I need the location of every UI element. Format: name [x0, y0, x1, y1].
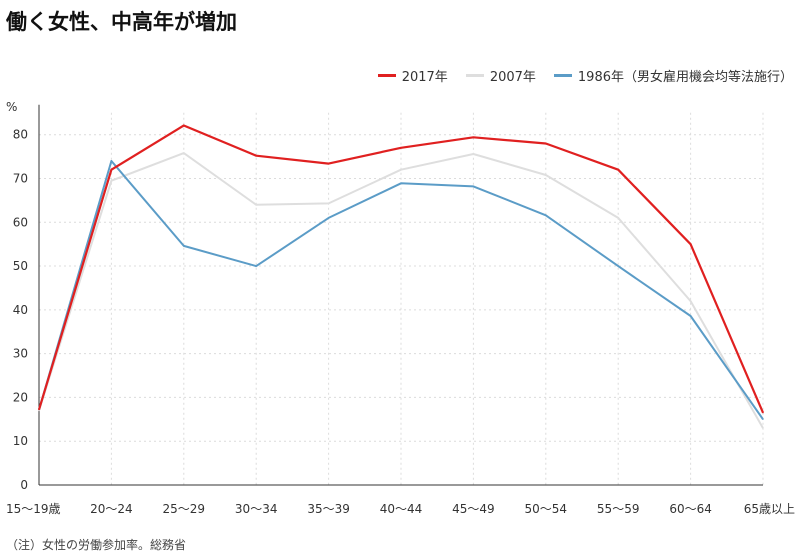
- x-tick-label: 35〜39: [307, 502, 350, 516]
- legend-swatch-2017: [377, 74, 396, 77]
- y-tick-label: 10: [13, 434, 28, 448]
- x-tick-label: 60〜64: [669, 502, 712, 516]
- data-point: [328, 217, 330, 219]
- data-point: [617, 217, 619, 219]
- data-point: [328, 162, 330, 165]
- data-point: [400, 147, 402, 149]
- chart-title: 働く女性、中高年が増加: [6, 10, 237, 34]
- data-point: [400, 182, 402, 184]
- legend-item-2007: 2007年: [465, 66, 536, 85]
- legend-label-1986: 1986年（男女雇用機会均等法施行）: [577, 70, 793, 85]
- data-point: [183, 124, 185, 127]
- data-point: [762, 427, 764, 429]
- x-tick-label: 20〜24: [90, 502, 133, 516]
- data-point: [328, 202, 330, 205]
- y-tick-label: 50: [13, 259, 28, 273]
- y-tick-label: 70: [13, 171, 28, 185]
- data-point: [38, 409, 40, 412]
- legend: 2017年 2007年 1986年（男女雇用機会均等法施行）: [377, 66, 793, 85]
- y-tick-label: 40: [13, 303, 28, 317]
- y-tick-label: 0: [20, 478, 28, 492]
- x-tick-label: 55〜59: [597, 502, 640, 516]
- y-tick-label: 80: [13, 128, 28, 142]
- data-point: [472, 185, 474, 187]
- data-point: [110, 160, 112, 162]
- x-tick-label: 40〜44: [380, 502, 423, 516]
- data-point: [762, 418, 764, 420]
- data-point: [255, 204, 257, 206]
- y-tick-label: 60: [13, 215, 28, 229]
- x-tick-label: 15〜19歳: [6, 502, 61, 516]
- legend-item-2017: 2017年: [377, 66, 448, 85]
- x-tick-label: 50〜54: [525, 502, 568, 516]
- x-tick-label: 45〜49: [452, 502, 495, 516]
- legend-label-2017: 2017年: [401, 70, 448, 85]
- legend-label-2007: 2007年: [489, 70, 536, 85]
- legend-swatch-2007: [465, 74, 484, 77]
- legend-swatch-1986: [553, 74, 572, 77]
- data-point: [110, 169, 112, 171]
- y-tick-label: 20: [13, 390, 28, 404]
- data-point: [183, 245, 185, 247]
- legend-item-1986: 1986年（男女雇用機会均等法施行）: [553, 66, 793, 85]
- data-point: [38, 409, 40, 411]
- x-tick-label: 30〜34: [235, 502, 278, 516]
- y-tick-label: 30: [13, 347, 28, 361]
- data-point: [110, 180, 112, 182]
- data-point: [183, 152, 185, 154]
- data-point: [690, 315, 692, 317]
- data-point: [690, 243, 692, 245]
- data-point: [472, 153, 474, 155]
- data-point: [617, 265, 619, 267]
- data-point: [400, 169, 402, 171]
- data-point: [690, 300, 692, 302]
- data-point: [545, 174, 547, 176]
- data-point: [255, 265, 257, 267]
- y-axis-unit: %: [6, 100, 18, 114]
- data-point: [545, 142, 547, 145]
- data-point: [472, 136, 474, 138]
- x-tick-label: 65歳以上: [744, 502, 795, 516]
- data-point: [617, 169, 619, 171]
- data-point: [545, 214, 547, 216]
- x-tick-label: 25〜29: [163, 502, 206, 516]
- data-point: [255, 155, 257, 157]
- source-note: （注）女性の労働参加率。総務省: [6, 538, 187, 552]
- data-point: [762, 412, 764, 414]
